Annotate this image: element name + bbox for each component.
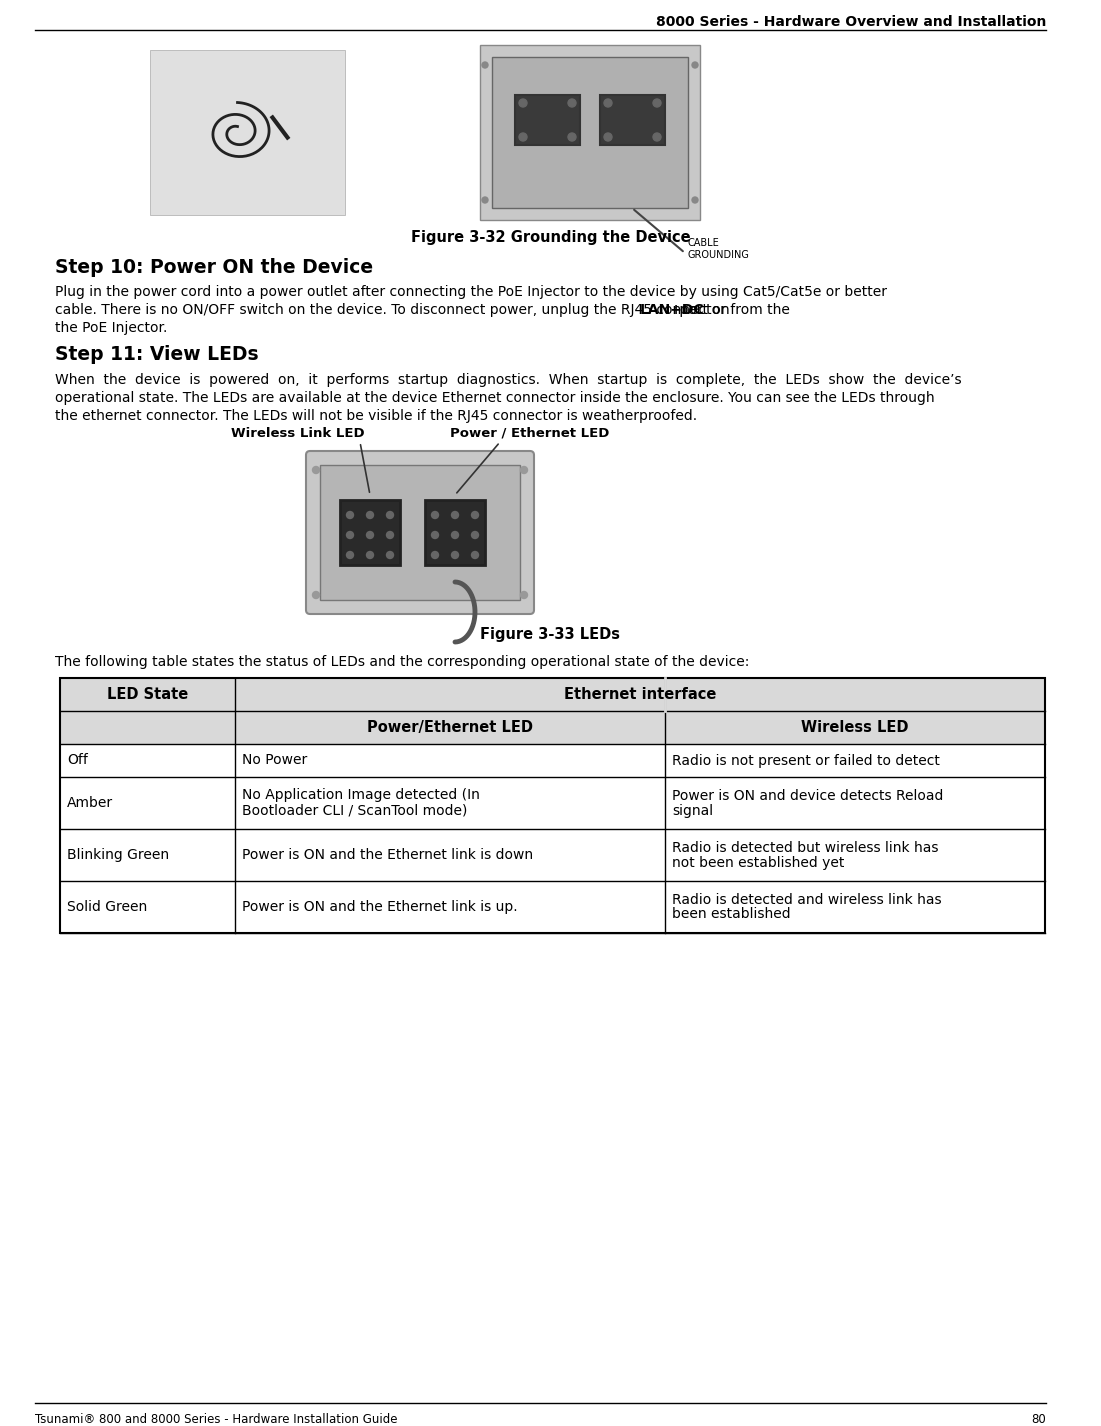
Text: Solid Green: Solid Green bbox=[67, 900, 148, 914]
Text: Blinking Green: Blinking Green bbox=[67, 848, 170, 861]
Text: Tsunami® 800 and 8000 Series - Hardware Installation Guide: Tsunami® 800 and 8000 Series - Hardware … bbox=[35, 1413, 397, 1426]
Circle shape bbox=[521, 592, 527, 599]
Circle shape bbox=[367, 532, 373, 539]
Text: The following table states the status of LEDs and the corresponding operational : The following table states the status of… bbox=[55, 655, 750, 669]
FancyBboxPatch shape bbox=[600, 96, 665, 145]
Circle shape bbox=[604, 133, 612, 141]
Text: not been established yet: not been established yet bbox=[672, 856, 844, 870]
Circle shape bbox=[367, 552, 373, 559]
Text: Figure 3-33 LEDs: Figure 3-33 LEDs bbox=[480, 627, 621, 642]
Text: 8000 Series - Hardware Overview and Installation: 8000 Series - Hardware Overview and Inst… bbox=[655, 16, 1046, 29]
Text: Power is ON and device detects Reload: Power is ON and device detects Reload bbox=[672, 789, 944, 803]
Circle shape bbox=[386, 512, 393, 519]
Text: Off: Off bbox=[67, 753, 88, 767]
Circle shape bbox=[653, 133, 661, 141]
Circle shape bbox=[313, 466, 319, 473]
Circle shape bbox=[519, 133, 527, 141]
FancyBboxPatch shape bbox=[492, 57, 688, 208]
Text: Amber: Amber bbox=[67, 796, 113, 810]
FancyBboxPatch shape bbox=[515, 96, 580, 145]
FancyBboxPatch shape bbox=[150, 50, 345, 215]
Text: Power is ON and the Ethernet link is down: Power is ON and the Ethernet link is dow… bbox=[242, 848, 533, 861]
Text: Bootloader CLI / ScanTool mode): Bootloader CLI / ScanTool mode) bbox=[242, 803, 468, 817]
FancyBboxPatch shape bbox=[425, 501, 486, 565]
Text: 80: 80 bbox=[1032, 1413, 1046, 1426]
Text: LAN+DC: LAN+DC bbox=[640, 302, 705, 317]
Circle shape bbox=[347, 512, 353, 519]
Text: Power/Ethernet LED: Power/Ethernet LED bbox=[367, 720, 533, 734]
Circle shape bbox=[471, 552, 479, 559]
Text: been established: been established bbox=[672, 907, 791, 921]
Text: Radio is detected and wireless link has: Radio is detected and wireless link has bbox=[672, 893, 941, 907]
Circle shape bbox=[482, 197, 488, 202]
Circle shape bbox=[604, 98, 612, 107]
Circle shape bbox=[432, 532, 438, 539]
Text: Wireless LED: Wireless LED bbox=[802, 720, 908, 734]
Circle shape bbox=[451, 552, 458, 559]
Text: Ethernet interface: Ethernet interface bbox=[564, 687, 716, 702]
Text: CABLE: CABLE bbox=[688, 238, 720, 248]
Circle shape bbox=[482, 61, 488, 68]
Text: Figure 3-32 Grounding the Device: Figure 3-32 Grounding the Device bbox=[411, 230, 690, 245]
Circle shape bbox=[653, 98, 661, 107]
Text: When  the  device  is  powered  on,  it  performs  startup  diagnostics.  When  : When the device is powered on, it perfor… bbox=[55, 374, 961, 386]
FancyBboxPatch shape bbox=[320, 465, 520, 600]
FancyBboxPatch shape bbox=[340, 501, 400, 565]
Circle shape bbox=[347, 552, 353, 559]
Text: Power / Ethernet LED: Power / Ethernet LED bbox=[450, 426, 609, 441]
FancyBboxPatch shape bbox=[480, 46, 700, 220]
Circle shape bbox=[432, 552, 438, 559]
Circle shape bbox=[693, 61, 698, 68]
Circle shape bbox=[451, 532, 458, 539]
Circle shape bbox=[386, 552, 393, 559]
Circle shape bbox=[568, 98, 576, 107]
Text: port on: port on bbox=[675, 302, 730, 317]
Text: GROUNDING: GROUNDING bbox=[688, 250, 750, 260]
Text: Power is ON and the Ethernet link is up.: Power is ON and the Ethernet link is up. bbox=[242, 900, 517, 914]
Circle shape bbox=[432, 512, 438, 519]
Text: No Application Image detected (In: No Application Image detected (In bbox=[242, 789, 480, 803]
Text: Step 11: View LEDs: Step 11: View LEDs bbox=[55, 345, 259, 364]
Circle shape bbox=[521, 466, 527, 473]
Circle shape bbox=[693, 197, 698, 202]
Circle shape bbox=[471, 512, 479, 519]
Text: operational state. The LEDs are available at the device Ethernet connector insid: operational state. The LEDs are availabl… bbox=[55, 391, 935, 405]
Text: LED State: LED State bbox=[107, 687, 188, 702]
Text: cable. There is no ON/OFF switch on the device. To disconnect power, unplug the : cable. There is no ON/OFF switch on the … bbox=[55, 302, 794, 317]
Circle shape bbox=[519, 98, 527, 107]
Circle shape bbox=[386, 532, 393, 539]
Text: Plug in the power cord into a power outlet after connecting the PoE Injector to : Plug in the power cord into a power outl… bbox=[55, 285, 887, 299]
Text: signal: signal bbox=[672, 803, 713, 817]
FancyBboxPatch shape bbox=[306, 451, 534, 615]
Text: Radio is not present or failed to detect: Radio is not present or failed to detect bbox=[672, 753, 940, 767]
Circle shape bbox=[568, 133, 576, 141]
Text: Radio is detected but wireless link has: Radio is detected but wireless link has bbox=[672, 840, 938, 854]
Text: the PoE Injector.: the PoE Injector. bbox=[55, 321, 167, 335]
Text: Wireless Link LED: Wireless Link LED bbox=[231, 426, 366, 441]
Circle shape bbox=[347, 532, 353, 539]
Circle shape bbox=[367, 512, 373, 519]
Text: Step 10: Power ON the Device: Step 10: Power ON the Device bbox=[55, 258, 373, 277]
Text: No Power: No Power bbox=[242, 753, 307, 767]
Circle shape bbox=[451, 512, 458, 519]
Text: the ethernet connector. The LEDs will not be visible if the RJ45 connector is we: the ethernet connector. The LEDs will no… bbox=[55, 409, 697, 424]
FancyBboxPatch shape bbox=[59, 712, 1045, 744]
Circle shape bbox=[313, 592, 319, 599]
FancyBboxPatch shape bbox=[59, 677, 1045, 712]
Circle shape bbox=[471, 532, 479, 539]
